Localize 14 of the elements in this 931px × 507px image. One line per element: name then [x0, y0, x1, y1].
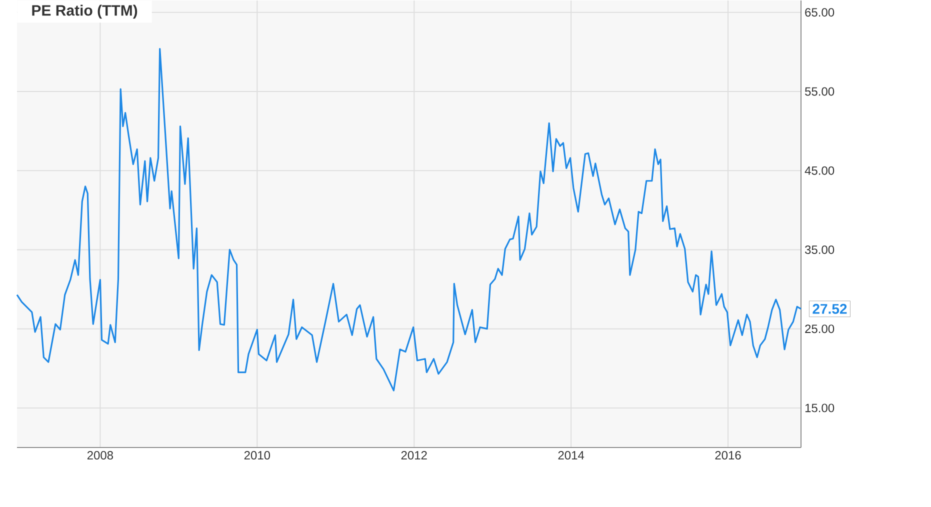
line-series [16, 48, 802, 392]
y-tick-label: 65.00 [805, 8, 834, 17]
x-tick-label: 2010 [244, 451, 270, 460]
y-tick-label: 25.00 [805, 324, 834, 334]
chart-title: PE Ratio (TTM) [32, 4, 138, 19]
x-tick-label: 2016 [715, 451, 741, 460]
x-tick-label: 2008 [87, 451, 114, 460]
y-tick-label: 15.00 [805, 404, 834, 412]
y-tick-label: 45.00 [804, 166, 834, 176]
annotation: 27.52 [812, 304, 847, 314]
y-tick-label: 55.00 [805, 87, 834, 96]
x-tick-label: 2014 [558, 451, 584, 460]
y-tick-label: 35.00 [805, 246, 834, 254]
x-tick-label: 2012 [401, 451, 427, 460]
